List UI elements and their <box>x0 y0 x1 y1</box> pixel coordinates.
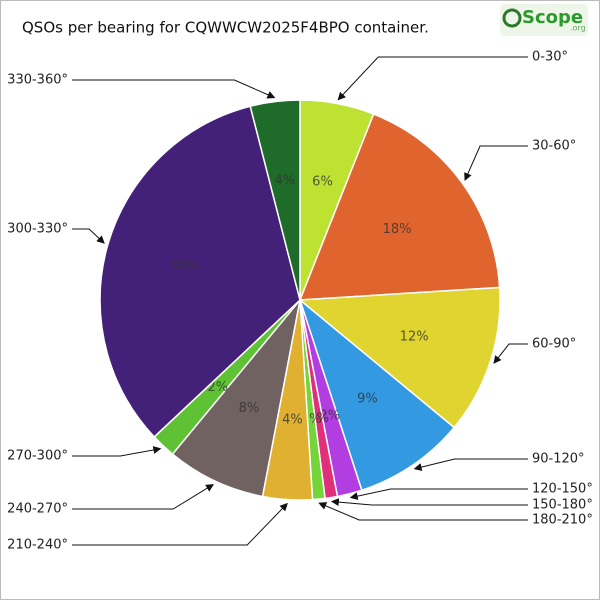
slice-label: 8% <box>239 401 260 416</box>
category-label: 60-90° <box>532 337 576 352</box>
slice-label: 6% <box>312 175 333 190</box>
category-label: 90-120° <box>532 452 585 467</box>
slice-label: 9% <box>357 392 378 407</box>
category-label: 270-300° <box>7 449 68 464</box>
slice-label: 2% <box>320 409 341 424</box>
slice-label: 4% <box>282 412 303 427</box>
category-label: 210-240° <box>7 538 68 553</box>
category-label: 120-150° <box>532 482 593 497</box>
slice-label: 18% <box>383 222 412 237</box>
logo: Scope .org <box>500 4 588 36</box>
category-label: 330-360° <box>7 73 68 88</box>
pie-slice <box>298 113 501 301</box>
leader-line <box>72 446 162 457</box>
slice-label: 12% <box>400 330 429 345</box>
pie-slice <box>249 99 301 301</box>
leader-line <box>318 502 528 521</box>
slice-label: 4% <box>275 173 296 188</box>
category-label: 240-270° <box>7 502 68 517</box>
logo-icon <box>502 8 522 28</box>
leader-line <box>349 488 528 501</box>
category-label: 30-60° <box>532 139 576 154</box>
logo-suffix: .org <box>570 24 586 33</box>
pie-slice <box>298 297 456 492</box>
slice-label: 2% <box>208 380 229 395</box>
leader-line <box>72 228 105 244</box>
leader-line <box>72 484 214 510</box>
category-label: 180-210° <box>532 513 593 528</box>
pie-slice <box>171 299 301 498</box>
leader-line <box>464 145 528 182</box>
leader-line <box>72 79 276 99</box>
logo-bg <box>500 4 588 36</box>
leader-line <box>337 56 528 101</box>
slice-label: 33% <box>170 259 199 274</box>
logo-text: Scope <box>522 7 583 28</box>
leader-line <box>330 498 528 507</box>
pie-slice <box>99 105 301 438</box>
category-label: 150-180° <box>532 498 593 513</box>
chart-title: QSOs per bearing for CQWWCW2025F4BPO con… <box>22 19 429 37</box>
category-label: 300-330° <box>7 222 68 237</box>
leader-line <box>493 343 528 364</box>
pie-slice <box>298 286 501 429</box>
leader-line <box>413 458 528 471</box>
leader-line <box>72 502 288 546</box>
category-label: 0-30° <box>532 50 568 65</box>
